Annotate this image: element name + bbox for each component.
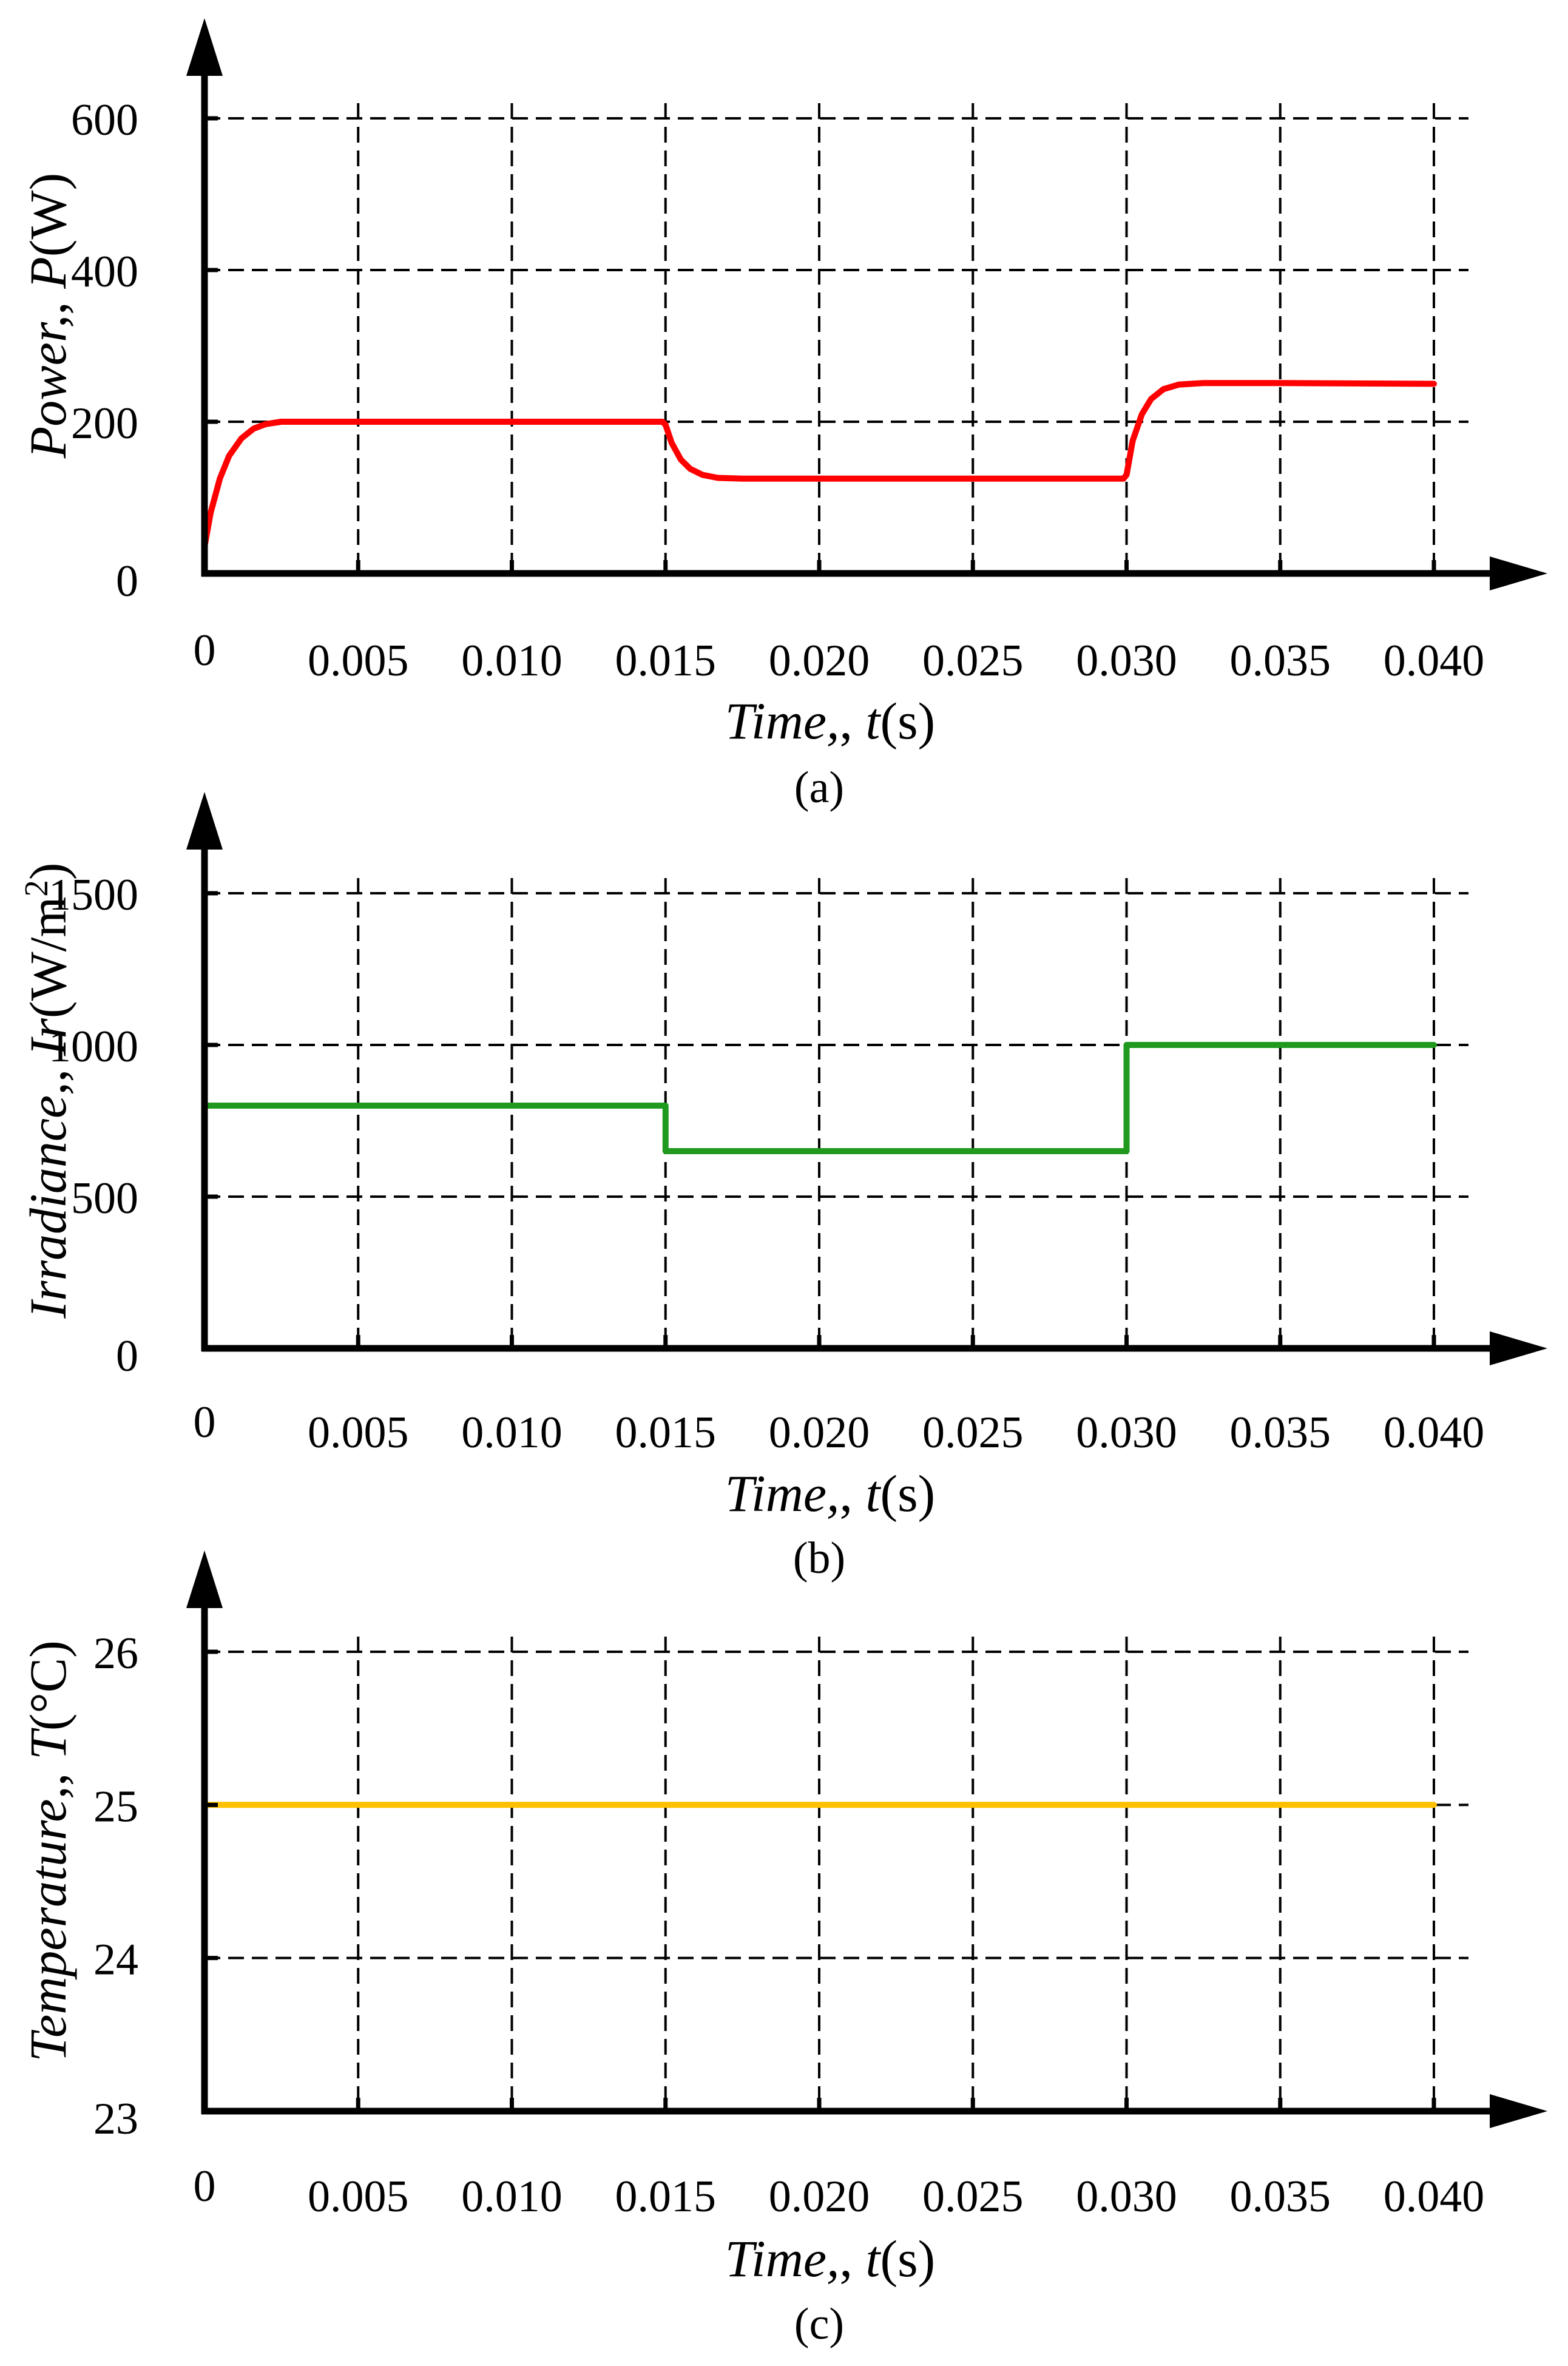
y-tick-label: 23 [93, 2094, 138, 2144]
panel-caption: (c) [794, 2299, 844, 2349]
x-axis-arrowhead [1490, 556, 1547, 590]
x-tick-label: 0.030 [1076, 1408, 1177, 1458]
x-axis-title-word: Time, [725, 2229, 840, 2288]
x-axis-title-symbol: t [866, 1464, 882, 1523]
x-axis-title: Time,, t(s) [725, 2229, 935, 2288]
y-tick-label: 0 [116, 556, 138, 606]
series-line-irradiance [201, 1042, 1437, 1154]
y-axis-title: Power,, P(W) [19, 173, 77, 459]
panel-caption: (b) [793, 1533, 845, 1583]
y-tick-label: 400 [71, 247, 138, 297]
x-tick-label: 0 [194, 626, 216, 675]
y-axis-arrowhead [186, 18, 223, 76]
x-tick-label: 0 [194, 1398, 216, 1447]
y-axis-title: Irradiance,, Ir(W/m2) [18, 862, 78, 1319]
x-axis-title-separator: , [840, 1464, 866, 1523]
x-axis-title-word: Time, [725, 692, 840, 750]
x-axis-title-separator: , [840, 692, 866, 750]
x-tick-label: 0.010 [461, 636, 563, 686]
x-tick-label: 0.015 [615, 2172, 717, 2222]
x-tick-label: 0.030 [1076, 2172, 1177, 2222]
x-axis-title-unit: (s) [880, 692, 935, 750]
y-tick-label: 1500 [49, 870, 138, 920]
x-tick-label: 0.040 [1384, 636, 1485, 686]
y-tick-label: 25 [93, 1782, 138, 1831]
x-axis-title-symbol: t [866, 2229, 882, 2288]
x-axis-title-unit: (s) [880, 1464, 935, 1523]
y-axis-title-unit-end: ) [19, 862, 77, 880]
x-tick-label: 0.020 [769, 2172, 870, 2222]
x-axis-arrowhead [1490, 2094, 1547, 2128]
x-tick-label: 0.035 [1230, 636, 1331, 686]
y-axis-title-unit: (°C) [19, 1640, 77, 1731]
y-axis-title-separator: , [19, 1056, 77, 1082]
x-tick-label: 0.025 [922, 2172, 1024, 2222]
y-axis-title-word: Power, [19, 315, 77, 459]
y-tick-label: 26 [93, 1629, 138, 1678]
x-tick-label: 0.010 [461, 1408, 563, 1458]
y-tick-label: 1000 [49, 1022, 138, 1072]
y-axis-title-word: Irradiance, [19, 1082, 77, 1319]
x-axis-title: Time,, t(s) [725, 1464, 935, 1523]
chart-panel-c: 0 0.005 0.010 0.015 0.020 0.025 0.030 0.035 0.04… [19, 1550, 1547, 2349]
series-line-power [201, 380, 1437, 550]
y-axis-arrowhead [186, 792, 223, 850]
y-axis-title-word: Temperature, [19, 1786, 77, 2062]
x-axis-title-unit: (s) [880, 2229, 935, 2288]
x-tick-label: 0.020 [769, 636, 870, 686]
x-tick-label: 0.020 [769, 1408, 870, 1458]
y-axis-title-unit: (W) [19, 173, 77, 257]
y-axis-title-separator: , [19, 289, 77, 315]
y-tick-label: 200 [71, 399, 138, 448]
x-tick-label: 0.025 [922, 636, 1024, 686]
y-axis-title-separator: , [19, 1760, 77, 1786]
x-axis-title: Time,, t(s) [725, 692, 935, 750]
y-axis-title-superscript: 2 [18, 880, 55, 897]
y-tick-label: 24 [93, 1935, 138, 1985]
x-tick-label: 0.040 [1384, 2172, 1485, 2222]
x-tick-label: 0.015 [615, 1408, 717, 1458]
chart-panel-b: 0 0.005 0.010 0.015 0.020 0.025 0.030 0.035 0.04… [18, 792, 1547, 1583]
y-axis-title-unit: (W/m [19, 897, 77, 1019]
y-axis-title-symbol: T [19, 1728, 77, 1760]
x-tick-label: 0.005 [308, 636, 409, 686]
x-axis-arrowhead [1490, 1331, 1547, 1365]
panel-caption: (a) [794, 763, 844, 813]
x-tick-label: 0.005 [308, 2172, 409, 2222]
y-axis-arrowhead [186, 1550, 223, 1608]
x-tick-label: 0.010 [461, 2172, 563, 2222]
x-axis-title-word: Time, [725, 1464, 840, 1523]
x-tick-label: 0 [194, 2162, 216, 2211]
x-tick-label: 0.040 [1384, 1408, 1485, 1458]
y-axis-title-symbol: Ir [19, 1018, 77, 1057]
x-tick-label: 0.035 [1230, 1408, 1331, 1458]
x-tick-label: 0.025 [922, 1408, 1024, 1458]
x-axis-title-separator: , [840, 2229, 866, 2288]
y-tick-label: 500 [71, 1174, 138, 1223]
x-tick-label: 0.035 [1230, 2172, 1331, 2222]
x-tick-label: 0.015 [615, 636, 717, 686]
y-axis-title: Temperature,, T(°C) [19, 1640, 77, 2062]
chart-panel-a: 0 0.005 0.010 0.015 0.020 0.025 0.030 0.035 0.04… [19, 18, 1547, 813]
y-tick-label: 0 [116, 1331, 138, 1381]
x-axis-title-symbol: t [866, 692, 882, 750]
y-axis-title-symbol: P [19, 257, 77, 289]
x-tick-label: 0.030 [1076, 636, 1177, 686]
y-tick-label: 600 [71, 95, 138, 145]
x-tick-label: 0.005 [308, 1408, 409, 1458]
